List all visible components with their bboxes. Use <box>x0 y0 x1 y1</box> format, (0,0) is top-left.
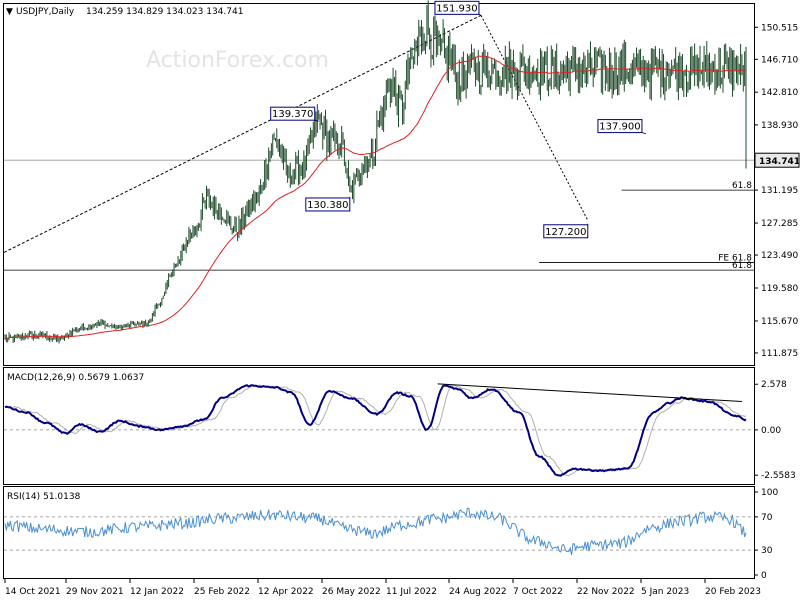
price-y-label: 150.515 <box>761 23 798 33</box>
x-tick-label: 25 Feb 2022 <box>194 587 250 597</box>
last-price-label: 134.741 <box>759 157 800 167</box>
rsi-line <box>4 507 747 556</box>
macd-label: MACD(12,26,9) <box>7 373 75 383</box>
symbol-label: USDJPY,Daily <box>16 7 75 17</box>
swing-label-box-1 <box>270 106 316 121</box>
macd-layer: 2.578 0.00 -2.5583 <box>4 380 796 481</box>
price-y-label: 138.930 <box>761 121 798 131</box>
macd-y-label: -2.5583 <box>761 471 796 481</box>
macd-pane <box>3 367 755 485</box>
rsi-y-label: 70 <box>761 513 773 523</box>
price-y-label: 115.670 <box>761 317 798 327</box>
rsi-values: 51.0138 <box>43 492 80 502</box>
price-pane <box>3 3 755 366</box>
swing-label-box-2 <box>305 197 351 212</box>
candles <box>4 0 747 344</box>
macd-line <box>4 384 747 477</box>
x-tick-label: 22 Nov 2022 <box>577 587 635 597</box>
macd-y-label: 0.00 <box>761 426 781 436</box>
swing-label-2: 130.380 <box>307 200 348 211</box>
swing-connector-0 <box>478 13 482 16</box>
x-tick-label: 7 Oct 2022 <box>513 587 563 597</box>
swing-connector-4 <box>641 132 647 134</box>
rsi-title: RSI(14) 51.0138 <box>7 492 81 502</box>
ohlc-label: 134.259 134.829 134.023 134.741 <box>86 7 243 17</box>
watermark: ActionForex.com <box>146 48 329 73</box>
dotted-trendline-up <box>3 14 482 253</box>
collapse-triangle-icon[interactable]: ▼ <box>6 7 13 17</box>
swing-label-box-4 <box>597 119 643 134</box>
rsi-layer: 100 70 30 0 <box>4 488 778 581</box>
price-y-label: 123.490 <box>761 251 798 261</box>
swing-label-0: 151.930 <box>436 3 477 14</box>
rsi-pane <box>3 486 755 579</box>
swing-label-3: 127.200 <box>545 227 586 238</box>
price-y-label: 119.580 <box>761 284 798 294</box>
rsi-y-label: 100 <box>761 488 778 498</box>
x-tick-label: 20 Feb 2023 <box>705 587 761 597</box>
x-tick-label: 12 Jan 2022 <box>130 587 184 597</box>
macd-title: MACD(12,26,9) 0.5679 1.0637 <box>7 373 144 383</box>
swing-label-box-0 <box>434 0 480 15</box>
x-tick-label: 26 May 2022 <box>322 587 381 597</box>
pane-frames <box>3 3 755 579</box>
dotted-trendline-down <box>480 15 589 221</box>
rsi-y-label: 0 <box>761 571 767 581</box>
price-y-label: 127.285 <box>761 219 798 229</box>
x-tick-label: 29 Nov 2021 <box>66 587 124 597</box>
last-price-tag <box>754 152 800 168</box>
macd-values: 0.5679 1.0637 <box>78 373 144 383</box>
moving-average-line <box>4 55 747 340</box>
macd-trendline <box>437 383 742 403</box>
swing-label-1: 139.370 <box>272 109 313 120</box>
level-label-0: 61.8 <box>732 181 752 191</box>
price-layer: 61.8FE 61.861.8151.930139.370130.380127.… <box>3 0 800 359</box>
swing-label-box-3 <box>543 224 589 239</box>
level-label-2: 61.8 <box>732 261 752 271</box>
swing-connector-1 <box>314 119 319 122</box>
rsi-y-label: 30 <box>761 546 773 556</box>
price-y-label: 111.875 <box>761 349 798 359</box>
price-y-label: 142.810 <box>761 88 798 98</box>
macd-y-label: 2.578 <box>761 380 787 390</box>
x-tick-label: 14 Oct 2021 <box>5 587 61 597</box>
x-tick-label: 11 Jul 2022 <box>386 587 437 597</box>
level-label-1: FE 61.8 <box>718 254 752 264</box>
macd-signal-line <box>5 384 747 477</box>
price-y-label: 131.195 <box>761 186 798 196</box>
price-y-label: 146.710 <box>761 55 798 65</box>
swing-label-4: 137.900 <box>599 122 640 133</box>
x-tick-label: 12 Apr 2022 <box>258 587 314 597</box>
x-tick-label: 5 Jan 2023 <box>641 587 689 597</box>
x-axis: 14 Oct 2021 29 Nov 2021 12 Jan 2022 25 Feb … <box>4 579 761 597</box>
rsi-label: RSI(14) <box>7 492 40 502</box>
x-tick-label: 24 Aug 2022 <box>449 587 507 597</box>
